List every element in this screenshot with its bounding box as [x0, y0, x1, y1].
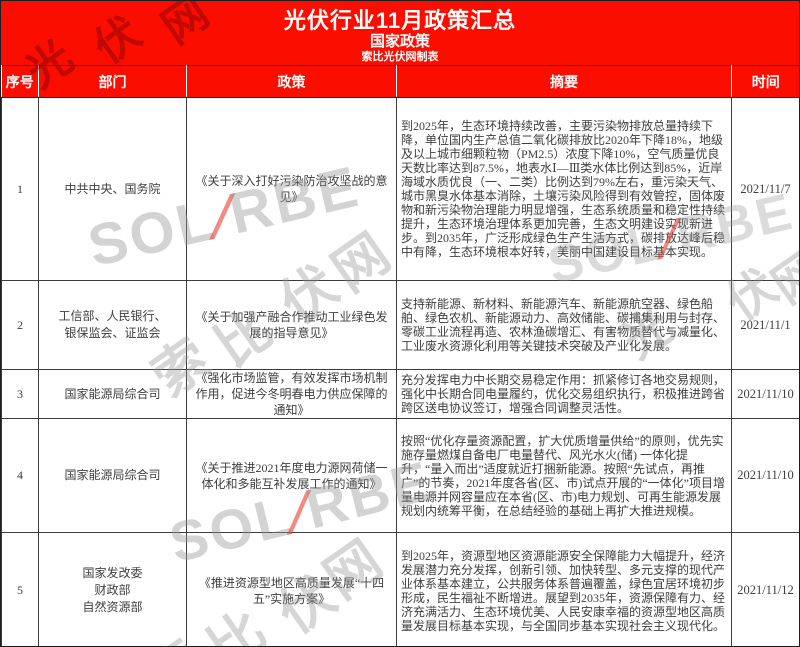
table-row: 2 工信部、人民银行、 银保监会、证监会 《关于加强产融合作推动工业绿色发展的指…: [1, 280, 799, 370]
cell-serial: 1: [1, 97, 39, 281]
policy-table-body: 1 中共中央、国务院 《关于深入打好污染防治攻坚战的意见》 到2025年，生态环…: [1, 97, 799, 646]
cell-summary: 充分发挥电力中长期交易稳定作用：抓紧修订各地交易规则，强化中长期合同电量履约，优…: [396, 369, 732, 419]
cell-summary: 支持新能源、新材料、新能源汽车、新能源航空器、绿色船舶、绿色农机、新能源动力、高…: [396, 280, 732, 370]
cell-summary: 到2025年，生态环境持续改善，主要污染物排放总量持续下降，单位国内生产总值二氧…: [396, 97, 732, 281]
policy-table: 序号 部门 政策 摘要 时间 1 中共中央、国务院 《关于深入打好污染防治攻坚战…: [1, 65, 799, 646]
col-header-date: 时间: [731, 65, 799, 98]
cell-dept: 中共中央、国务院: [38, 97, 187, 281]
cell-policy: 《关于推进2021年度电力源网荷储一体化和多能互补发展工作的通知》: [186, 418, 397, 533]
table-row: 4 国家能源局综合司 《关于推进2021年度电力源网荷储一体化和多能互补发展工作…: [1, 418, 799, 533]
page-title: 光伏行业11月政策汇总: [283, 8, 517, 33]
cell-serial: 4: [1, 418, 39, 533]
masthead: 光伏行业11月政策汇总 国家政策 索比光伏网制表: [1, 1, 799, 65]
byline: 索比光伏网制表: [361, 51, 439, 63]
cell-serial: 2: [1, 280, 39, 370]
table-row: 3 国家能源局综合司 《强化市场监管，有效发挥市场机制作用，促进今冬明春电力供应…: [1, 369, 799, 419]
col-header-dept: 部门: [38, 65, 187, 98]
cell-summary: 按照“优化存量资源配置，扩大优质增量供给”的原则，优先实施存量燃煤自备电厂电量替…: [396, 418, 732, 533]
cell-date: 2021/11/12: [731, 532, 799, 646]
cell-summary: 到2025年，资源型地区资源能源安全保障能力大幅提升，经济发展潜力充分发挥，创新…: [396, 532, 732, 646]
cell-policy: 《关于加强产融合作推动工业绿色发展的指导意见》: [186, 280, 397, 370]
cell-date: 2021/11/7: [731, 97, 799, 281]
cell-policy: 《关于深入打好污染防治攻坚战的意见》: [186, 97, 397, 281]
table-row: 1 中共中央、国务院 《关于深入打好污染防治攻坚战的意见》 到2025年，生态环…: [1, 97, 799, 281]
col-header-serial: 序号: [1, 65, 39, 98]
col-header-summary: 摘要: [396, 65, 732, 98]
cell-date: 2021/11/1: [731, 280, 799, 370]
policy-table-header: 序号 部门 政策 摘要 时间: [1, 65, 799, 98]
page-subtitle: 国家政策: [369, 33, 430, 50]
cell-dept: 国家能源局综合司: [38, 369, 187, 419]
cell-date: 2021/11/10: [731, 369, 799, 419]
cell-dept: 国家能源局综合司: [38, 418, 187, 533]
cell-policy: 《强化市场监管，有效发挥市场机制作用，促进今冬明春电力供应保障的通知》: [186, 369, 397, 419]
cell-dept: 国家发改委 财政部 自然资源部: [38, 532, 187, 646]
cell-serial: 5: [1, 532, 39, 646]
cell-policy: 《推进资源型地区高质量发展“十四五”实施方案》: [186, 532, 397, 646]
table-row: 5 国家发改委 财政部 自然资源部 《推进资源型地区高质量发展“十四五”实施方案…: [1, 532, 799, 646]
col-header-policy: 政策: [186, 65, 397, 98]
cell-serial: 3: [1, 369, 39, 419]
cell-date: 2021/11/10: [731, 418, 799, 533]
cell-dept: 工信部、人民银行、 银保监会、证监会: [38, 280, 187, 370]
